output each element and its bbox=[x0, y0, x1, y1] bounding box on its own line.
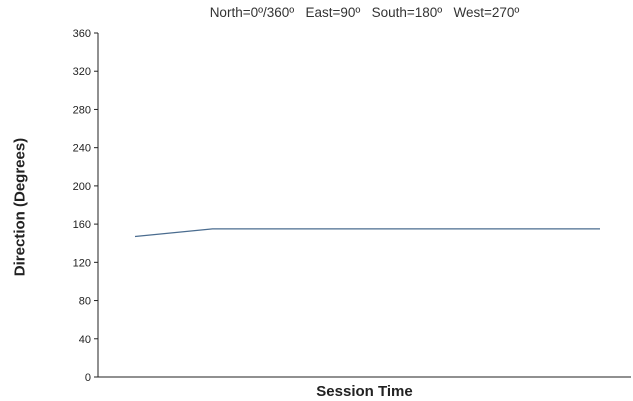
y-tick-label: 320 bbox=[73, 66, 91, 78]
axes bbox=[97, 33, 631, 378]
y-tick-label: 240 bbox=[73, 143, 91, 155]
x-axis-title: Session Time bbox=[316, 383, 413, 400]
y-tick-label: 200 bbox=[73, 181, 91, 193]
y-tick-label: 0 bbox=[85, 372, 91, 384]
y-tick-label: 280 bbox=[73, 104, 91, 116]
y-tick-label: 40 bbox=[79, 334, 91, 346]
y-tick-label: 160 bbox=[73, 219, 91, 231]
y-ticks: 0 40 80 120 160 200 240 280 320 360 bbox=[73, 28, 98, 384]
chart-title: North=0º/360º East=90º South=180º West=2… bbox=[209, 5, 520, 20]
series-group bbox=[134, 228, 600, 238]
y-tick-label: 360 bbox=[73, 28, 91, 40]
y-tick-label: 120 bbox=[73, 257, 91, 269]
series-line bbox=[134, 228, 600, 238]
y-tick-label: 80 bbox=[79, 296, 91, 308]
